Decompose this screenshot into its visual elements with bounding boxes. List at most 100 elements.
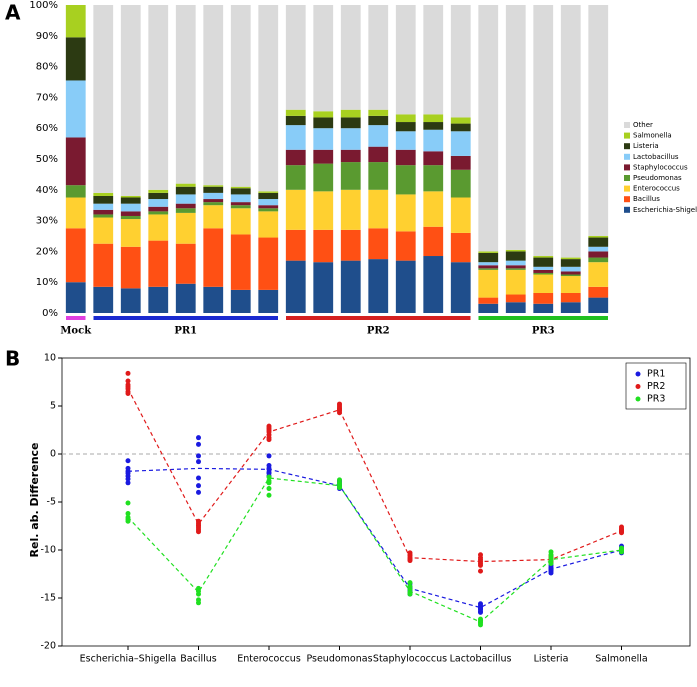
bar-segment bbox=[368, 115, 389, 126]
bar-segment bbox=[478, 297, 499, 304]
bar-segment bbox=[588, 246, 609, 252]
bar-segment bbox=[588, 262, 609, 287]
point bbox=[266, 480, 272, 486]
bar-segment bbox=[395, 165, 416, 195]
bar-segment bbox=[505, 251, 526, 261]
bar-segment bbox=[478, 265, 499, 269]
bar-segment bbox=[258, 208, 279, 212]
trend-line bbox=[127, 467, 622, 609]
bar-segment bbox=[395, 149, 416, 166]
bar-segment bbox=[450, 232, 471, 263]
y-tick-label: 10 bbox=[44, 353, 56, 364]
bar-segment bbox=[533, 272, 554, 275]
y-tick-label: 0% bbox=[42, 308, 58, 319]
point bbox=[266, 437, 272, 443]
bar-segment bbox=[175, 283, 196, 313]
bar-segment bbox=[588, 5, 609, 236]
bar-segment bbox=[395, 114, 416, 123]
bar-segment bbox=[65, 80, 86, 138]
y-tick-label: 10% bbox=[36, 277, 58, 288]
plot-frame bbox=[61, 357, 691, 647]
y-tick-label: -15 bbox=[40, 593, 56, 604]
bar-segment bbox=[450, 197, 471, 233]
bar-segment bbox=[120, 219, 141, 247]
bar-segment bbox=[120, 215, 141, 220]
bar-segment bbox=[65, 197, 86, 229]
bar-segment bbox=[478, 268, 499, 270]
x-tick-label: Salmonella bbox=[595, 654, 648, 665]
y-tick-label: 20% bbox=[36, 246, 58, 257]
bar-segment bbox=[148, 206, 169, 212]
bar-segment bbox=[340, 260, 361, 313]
legend-swatch bbox=[624, 132, 630, 139]
legend-label: Lactobacillus bbox=[633, 153, 679, 161]
legend-marker bbox=[635, 371, 641, 377]
bar-segment bbox=[450, 5, 471, 118]
legend-swatch bbox=[624, 143, 630, 150]
bar-segment bbox=[258, 211, 279, 238]
bar-segment bbox=[478, 262, 499, 266]
bar-segment bbox=[120, 203, 141, 212]
bar-segment bbox=[423, 129, 444, 152]
bar-segment bbox=[450, 117, 471, 124]
y-tick-label: 70% bbox=[36, 92, 58, 103]
bar-segment bbox=[93, 203, 114, 210]
bar-segment bbox=[340, 109, 361, 118]
bar-segment bbox=[588, 257, 609, 263]
bar-segment bbox=[450, 262, 471, 313]
point bbox=[619, 549, 624, 555]
legend-label: Other bbox=[633, 121, 653, 129]
bar-segment bbox=[313, 128, 334, 150]
bar-segment bbox=[588, 237, 609, 247]
bar-segment bbox=[340, 149, 361, 163]
bar-segment bbox=[230, 289, 251, 313]
y-tick-label: 60% bbox=[36, 123, 58, 134]
bar-segment bbox=[230, 205, 251, 209]
trend-line bbox=[127, 388, 622, 563]
bar-segment bbox=[423, 122, 444, 130]
bar-segment bbox=[505, 5, 526, 250]
bar-segment bbox=[368, 5, 389, 110]
bar-segment bbox=[93, 195, 114, 204]
legend-label: Listeria bbox=[633, 142, 659, 150]
legend-label: Escherichia-Shigella bbox=[633, 206, 697, 214]
y-tick-label: 5 bbox=[50, 401, 56, 412]
point bbox=[478, 568, 483, 574]
legend-label: Salmonella bbox=[633, 132, 672, 140]
bar-segment bbox=[175, 243, 196, 284]
bar-segment bbox=[423, 191, 444, 227]
bar-segment bbox=[533, 269, 554, 273]
bar-segment bbox=[340, 128, 361, 150]
bar-segment bbox=[395, 260, 416, 313]
bar-segment bbox=[93, 214, 114, 218]
y-tick-label: 100% bbox=[29, 0, 58, 11]
legend-swatch bbox=[624, 196, 630, 203]
bar-segment bbox=[93, 5, 114, 193]
legend-swatch bbox=[624, 153, 630, 160]
bar-segment bbox=[478, 251, 499, 253]
bar-segment bbox=[505, 294, 526, 303]
y-tick-label: 80% bbox=[36, 62, 58, 73]
point bbox=[266, 474, 272, 480]
bar-segment bbox=[175, 186, 196, 195]
bar-segment bbox=[533, 303, 554, 313]
point bbox=[125, 511, 131, 517]
bar-segment bbox=[395, 122, 416, 132]
bar-segment bbox=[560, 292, 581, 303]
point bbox=[196, 529, 201, 535]
bar-segment bbox=[148, 211, 169, 215]
point bbox=[548, 560, 554, 566]
bar-segment bbox=[230, 208, 251, 235]
y-axis-label: Rel. ab. Difference bbox=[28, 443, 41, 558]
bar-segment bbox=[505, 249, 526, 252]
bar-segment bbox=[560, 257, 581, 260]
bar-segment bbox=[560, 259, 581, 267]
bar-segment bbox=[450, 155, 471, 170]
legend-marker bbox=[635, 396, 641, 402]
point bbox=[196, 600, 201, 606]
bar-segment bbox=[230, 5, 251, 187]
bar-segment bbox=[203, 205, 224, 229]
bar-segment bbox=[505, 268, 526, 270]
bar-segment bbox=[258, 237, 279, 290]
bar-segment bbox=[560, 302, 581, 313]
